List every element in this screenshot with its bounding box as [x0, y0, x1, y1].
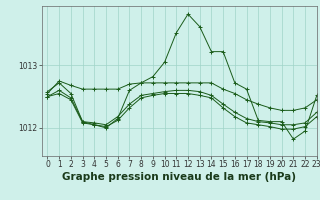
X-axis label: Graphe pression niveau de la mer (hPa): Graphe pression niveau de la mer (hPa): [62, 172, 296, 182]
